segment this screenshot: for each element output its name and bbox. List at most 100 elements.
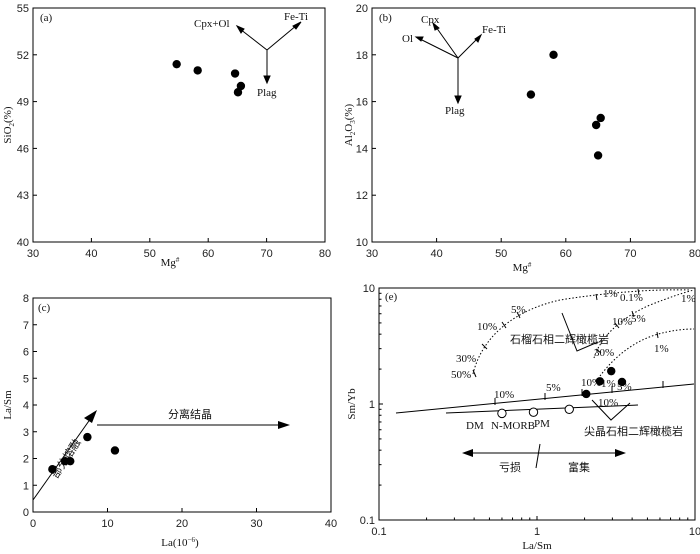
panel-c-fractional-crystallization-arrow-head — [278, 421, 290, 429]
panel-e-label-1pct-d: 1% — [601, 378, 616, 390]
pe-x-tick-label: 1 — [534, 526, 540, 538]
pc-y-tick-label: 1 — [23, 480, 29, 492]
panel-e-depletion-arrow-head — [462, 449, 473, 457]
panel-c-frame — [32, 297, 332, 513]
data-point — [549, 50, 558, 59]
panel-a-vector-fe-ti — [266, 24, 298, 51]
panel-b-vector-label-plag: Plag — [445, 105, 465, 117]
panel-a-vector-plag-head — [263, 75, 271, 85]
data-point — [595, 377, 605, 386]
pa-x-tick-label: 40 — [85, 248, 97, 260]
panel-e-label-0-1pct: 0.1% — [620, 292, 643, 304]
pb-y-tick-label: 16 — [356, 97, 368, 109]
panel-e-ref-label-pm: PM — [534, 418, 550, 430]
pc-x-tick-label: 0 — [30, 518, 36, 530]
data-point — [593, 151, 603, 160]
panel-e-label-1pct-c: 1% — [654, 343, 669, 355]
panel-c-label: (c) — [38, 302, 51, 314]
panel-e-x-axis-label: La/Sm — [522, 540, 552, 552]
panel-b-x-axis-label: Mg# — [513, 261, 532, 274]
pc-x-tick-label: 40 — [325, 518, 337, 530]
panel-a-vector-label-cpx-ol: Cpx+Ol — [194, 18, 230, 30]
data-point — [607, 366, 616, 376]
panel-e-spinel-labels: 10% 5% 1% 10% 5% 10% — [494, 377, 632, 409]
panel-e-x-ticks: 0.1 1 10 — [371, 516, 700, 538]
data-point — [236, 81, 246, 91]
pc-x-tick-label: 10 — [101, 518, 113, 530]
data-point — [233, 88, 243, 97]
panel-e-label: (e) — [385, 291, 398, 303]
panel-e-y-ticks: 0.1 1 10 — [360, 283, 383, 527]
panel-a-frame — [32, 7, 326, 243]
pa-y-tick-label: 40 — [17, 237, 29, 249]
pa-x-tick-label: 70 — [260, 248, 272, 260]
panel-b-vector-label-ol: Ol — [402, 33, 413, 45]
panel-e-enrichment-label: 富集 — [568, 460, 590, 474]
reference-point-n-morb — [528, 407, 539, 417]
panel-e-ref-label-nmorb: N-MORB — [491, 420, 535, 432]
panel-b-vector-cpx — [435, 26, 459, 59]
panel-a-vector-label-fe-ti: Fe-Ti — [284, 11, 308, 23]
panel-c-fractional-crystallization-label: 分离结晶 — [168, 407, 212, 421]
data-point — [66, 456, 75, 466]
pc-y-tick-label: 0 — [23, 507, 29, 519]
panel-e-spinel-line-lower — [445, 404, 639, 414]
pb-y-tick-label: 12 — [356, 190, 368, 202]
panel-a-y-axis-label: SiO2(%) — [2, 106, 16, 143]
panel-e-frame — [378, 287, 696, 521]
panel-e-depletion-label: 亏损 — [499, 460, 521, 474]
panel-e-label-10pct-b: 10% — [477, 321, 497, 333]
pa-x-tick-label: 30 — [27, 248, 39, 260]
pc-y-tick-label: 2 — [23, 454, 29, 466]
pb-y-tick-label: 10 — [356, 237, 368, 249]
panel-e-arrow-divider — [535, 443, 541, 469]
panel-e-label-30pct-b: 30% — [456, 353, 476, 365]
panel-c-x-axis-label: La(10−6) — [161, 536, 199, 549]
panel-e-points — [582, 366, 627, 399]
pc-x-tick-label: 20 — [176, 518, 188, 530]
data-point — [48, 465, 57, 474]
panel-a-x-axis-label: Mg# — [161, 256, 180, 269]
panel-e-label-5pct-b: 5% — [511, 304, 526, 316]
data-point — [582, 389, 591, 399]
panel-a-points — [172, 59, 246, 97]
panel-b-x-ticks: 30 40 50 60 70 80 — [366, 238, 700, 260]
pc-y-tick-label: 5 — [23, 373, 29, 385]
panel-b-label: (b) — [379, 12, 392, 24]
data-point — [83, 432, 92, 442]
reference-point-dm — [497, 408, 507, 419]
panel-e: (e) 0.1 1 10 0.1 1 10 — [346, 283, 700, 552]
panel-e-spinel-lherzolite-label: 尖晶石相二辉橄榄岩 — [584, 424, 683, 438]
data-point — [596, 113, 605, 123]
pe-y-tick-label: 0.1 — [360, 515, 375, 527]
data-point — [172, 59, 181, 69]
pa-x-tick-label: 60 — [202, 248, 214, 260]
panel-e-reference-points — [497, 404, 574, 419]
pb-y-tick-label: 14 — [356, 143, 368, 155]
panel-b-vector-plag-head — [454, 95, 462, 105]
panel-b-points — [526, 50, 605, 160]
panel-b: (b) 30 40 50 60 70 80 10 12 14 16 18 20 Cpx Ol Fe-… — [343, 3, 700, 274]
panel-e-garnet-curve-middle — [593, 289, 695, 359]
pe-y-tick-label: 10 — [363, 283, 375, 295]
pc-y-tick-label: 8 — [23, 293, 29, 305]
panel-b-vector-fe-ti — [457, 37, 479, 59]
panel-e-label-5pct-a: 5% — [631, 313, 646, 325]
panel-e-label-30pct-a: 30% — [594, 347, 614, 359]
pc-x-tick-label: 30 — [250, 518, 262, 530]
panel-b-vector-label-fe-ti: Fe-Ti — [482, 24, 506, 36]
pb-x-tick-label: 60 — [560, 248, 572, 260]
panel-a-x-ticks: 30 40 50 60 70 80 — [27, 238, 331, 260]
panel-c-x-ticks: 0 10 20 30 40 — [30, 508, 337, 530]
panel-a-label: (a) — [40, 12, 53, 24]
pb-x-tick-label: 70 — [624, 248, 636, 260]
panel-b-vector-label-cpx: Cpx — [421, 14, 440, 26]
pe-x-tick-label: 10 — [689, 526, 700, 538]
data-point — [193, 66, 202, 75]
pe-x-tick-label: 0.1 — [371, 526, 386, 538]
pa-y-tick-label: 46 — [17, 143, 29, 155]
data-point — [526, 90, 536, 99]
panel-e-ref-label-dm: DM — [466, 420, 484, 432]
panel-b-vector-fe-ti-head — [474, 33, 483, 43]
